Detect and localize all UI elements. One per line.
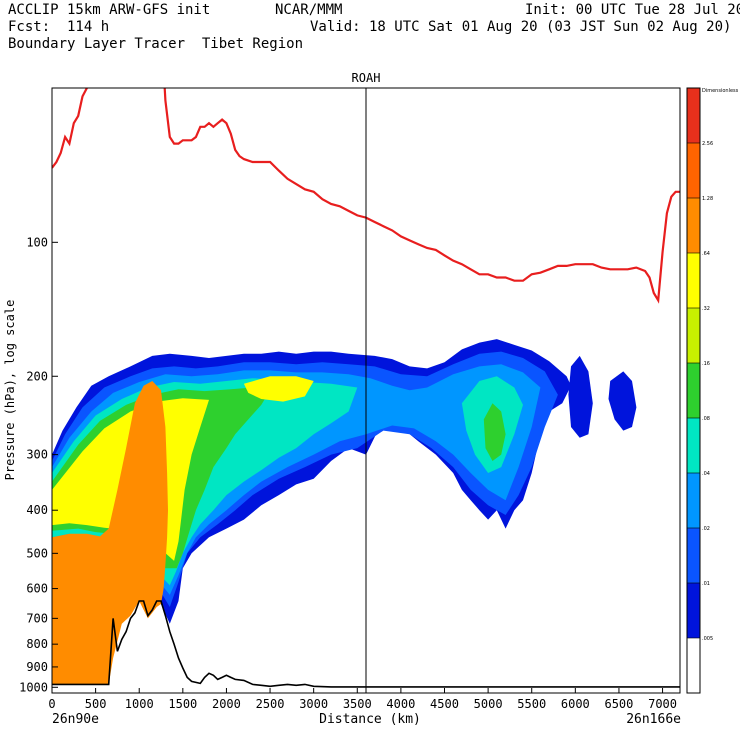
header-valid: Valid: 18 UTC Sat 01 Aug 20 (03 JST Sun … — [310, 19, 732, 35]
colorbar-swatch — [687, 198, 700, 253]
y-tick-label: 600 — [26, 582, 48, 596]
x-tick-label: 500 — [85, 697, 107, 711]
colorbar-label: .64 — [702, 251, 710, 257]
tracer-contour-0-1 — [568, 355, 593, 438]
colorbar-swatch — [687, 528, 700, 583]
colorbar-label: Dimensionless — [702, 88, 739, 94]
colorbar-swatch — [687, 253, 700, 308]
end-location-label: 26n166e — [626, 712, 681, 727]
colorbar-label: 2.56 — [702, 141, 713, 147]
x-tick-label: 2000 — [212, 697, 241, 711]
colorbar-label: .04 — [702, 471, 710, 477]
y-tick-label: 200 — [26, 369, 48, 383]
x-tick-label: 0 — [48, 697, 55, 711]
start-location-label: 26n90e — [52, 712, 99, 727]
colorbar-label: .01 — [702, 581, 710, 587]
terrain-line — [52, 600, 680, 688]
x-tick-label: 7000 — [648, 697, 677, 711]
y-tick-label: 300 — [26, 448, 48, 462]
x-tick-label: 4000 — [386, 697, 415, 711]
colorbar-label: .08 — [702, 416, 710, 422]
x-tick-label: 5500 — [517, 697, 546, 711]
y-tick-label: 500 — [26, 546, 48, 560]
colorbar-swatch — [687, 88, 700, 143]
colorbar-label: 1.28 — [702, 196, 713, 202]
y-tick-label: 100 — [26, 235, 48, 249]
tracer-contour-0-2 — [608, 371, 637, 431]
x-axis-label: Distance (km) — [319, 712, 421, 727]
y-tick-label: 400 — [26, 503, 48, 517]
x-tick-label: 2500 — [256, 697, 285, 711]
colorbar-frame — [686, 87, 701, 694]
colorbar-swatch — [687, 473, 700, 528]
colorbar-swatch — [687, 143, 700, 198]
colorbar-label: .16 — [702, 361, 710, 367]
x-tick-label: 5000 — [474, 697, 503, 711]
colorbar-swatch — [687, 638, 700, 693]
header-org: NCAR/MMM — [275, 2, 343, 18]
colorbar-label: .02 — [702, 526, 710, 532]
colorbar-swatch — [687, 418, 700, 473]
y-tick-label: 900 — [26, 660, 48, 674]
tropopause-line — [52, 88, 680, 304]
y-tick-label: 700 — [26, 611, 48, 625]
x-tick-label: 1500 — [168, 697, 197, 711]
x-tick-label: 6500 — [604, 697, 633, 711]
tracer-contour-6-0 — [52, 381, 168, 685]
x-tick-label: 3000 — [299, 697, 328, 711]
x-tick-label: 6000 — [561, 697, 590, 711]
colorbar-swatch — [687, 363, 700, 418]
colorbar-label: .005 — [702, 636, 713, 642]
tracer-contour-4-1 — [483, 403, 506, 461]
header-forecast: Fcst: 114 h — [8, 19, 110, 35]
plot-frame — [51, 87, 681, 694]
x-tick-label: 4500 — [430, 697, 459, 711]
header-title: ACCLIP 15km ARW-GFS init — [8, 2, 211, 18]
colorbar-swatch — [687, 583, 700, 638]
y-tick-label: 1000 — [19, 680, 48, 694]
y-axis-label: Pressure (hPa), log scale — [3, 300, 17, 481]
header-field: Boundary Layer Tracer Tibet Region — [8, 36, 304, 52]
x-tick-label: 3500 — [343, 697, 372, 711]
header-init: Init: 00 UTC Tue 28 Jul 20 — [525, 2, 740, 18]
y-tick-label: 800 — [26, 637, 48, 651]
tracer-contour-5-1 — [243, 376, 314, 402]
colorbar-swatch — [687, 308, 700, 363]
chart-title: ROAH — [352, 71, 381, 85]
colorbar-label: .32 — [702, 306, 710, 312]
x-tick-label: 1000 — [125, 697, 154, 711]
